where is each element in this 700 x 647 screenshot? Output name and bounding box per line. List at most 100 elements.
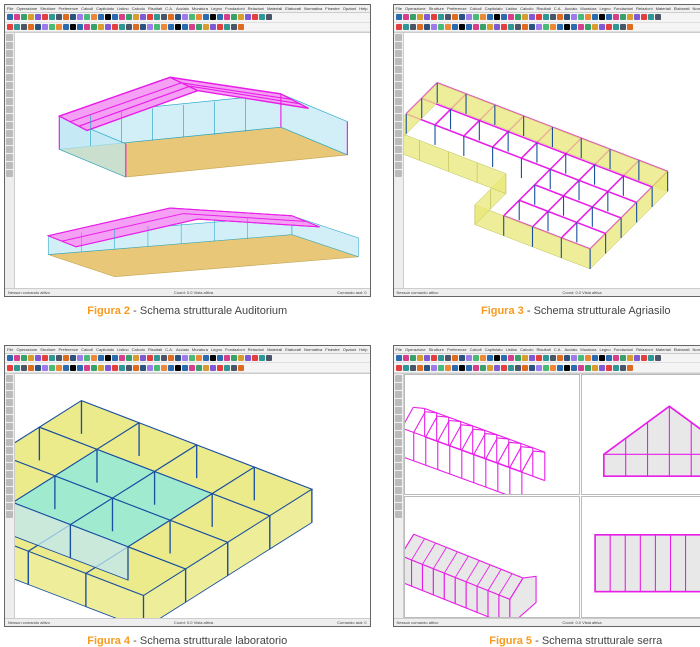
menu-item[interactable]: Muratura [580, 347, 596, 352]
toolbar-button[interactable] [466, 24, 472, 30]
toolbar-button[interactable] [494, 365, 500, 371]
toolbar-button[interactable] [487, 355, 493, 361]
toolbar-button[interactable] [189, 365, 195, 371]
menu-item[interactable]: Materiali [656, 6, 671, 11]
toolbar-button[interactable] [396, 355, 402, 361]
menu-item[interactable]: Strutture [40, 6, 55, 11]
menu-item[interactable]: File [7, 6, 13, 11]
menu-item[interactable]: C.A. [554, 347, 562, 352]
toolbar-button[interactable] [119, 14, 125, 20]
sidebar-tool[interactable] [395, 455, 402, 462]
menubar[interactable]: FileOperazioneStrutturePreferenzeCalcoli… [394, 5, 700, 13]
toolbar-button[interactable] [21, 14, 27, 20]
toolbar-button[interactable] [431, 14, 437, 20]
toolbar-button[interactable] [627, 24, 633, 30]
menu-item[interactable]: Calcolo [520, 6, 533, 11]
toolbar-button[interactable] [487, 14, 493, 20]
toolbar-button[interactable] [613, 355, 619, 361]
sidebar-tool[interactable] [395, 138, 402, 145]
menu-item[interactable]: Fondazioni [225, 347, 245, 352]
sidebar-tool[interactable] [395, 34, 402, 41]
toolbar-button[interactable] [217, 355, 223, 361]
menu-item[interactable]: Acciaio [565, 6, 578, 11]
menu-item[interactable]: Normativa [304, 347, 322, 352]
toolbar-button[interactable] [522, 355, 528, 361]
sidebar-tool[interactable] [6, 503, 13, 510]
toolbar-button[interactable] [627, 14, 633, 20]
toolbar-button[interactable] [217, 365, 223, 371]
menu-item[interactable]: Listino [117, 347, 129, 352]
toolbar-button[interactable] [154, 355, 160, 361]
toolbar-button[interactable] [543, 24, 549, 30]
toolbar-button[interactable] [403, 24, 409, 30]
toolbar-button[interactable] [487, 24, 493, 30]
toolbar-button[interactable] [599, 14, 605, 20]
menu-item[interactable]: Normativa [693, 6, 700, 11]
toolbar-button[interactable] [98, 24, 104, 30]
toolbar-button[interactable] [550, 14, 556, 20]
toolbar-button[interactable] [35, 355, 41, 361]
toolbar-button[interactable] [245, 14, 251, 20]
sidebar-tool[interactable] [6, 455, 13, 462]
menu-item[interactable]: Strutture [429, 347, 444, 352]
toolbar-button[interactable] [431, 24, 437, 30]
toolbar-button[interactable] [634, 355, 640, 361]
toolbar-button[interactable] [112, 365, 118, 371]
toolbar-button[interactable] [21, 24, 27, 30]
toolbar-button[interactable] [7, 355, 13, 361]
toolbar-button[interactable] [259, 355, 265, 361]
sidebar-tool[interactable] [6, 138, 13, 145]
menu-item[interactable]: Acciaio [176, 6, 189, 11]
toolbar-button[interactable] [238, 14, 244, 20]
sidebar-tool[interactable] [395, 415, 402, 422]
menu-item[interactable]: Help [359, 6, 367, 11]
viewport-side-elev[interactable] [581, 496, 700, 617]
toolbar-button[interactable] [627, 355, 633, 361]
sidebar-tool[interactable] [395, 82, 402, 89]
toolbar-button[interactable] [571, 365, 577, 371]
toolbar-button[interactable] [410, 24, 416, 30]
toolbar-button[interactable] [147, 24, 153, 30]
toolbar-button[interactable] [508, 14, 514, 20]
toolbar-button[interactable] [203, 355, 209, 361]
toolbar-button[interactable] [7, 14, 13, 20]
menu-item[interactable]: Elaborati [285, 347, 301, 352]
toolbar-button[interactable] [210, 24, 216, 30]
toolbar-button[interactable] [147, 365, 153, 371]
toolbar-button[interactable] [480, 24, 486, 30]
toolbar-button[interactable] [119, 24, 125, 30]
sidebar-tool[interactable] [6, 391, 13, 398]
toolbar-button[interactable] [119, 355, 125, 361]
toolbar-button[interactable] [56, 355, 62, 361]
canvas[interactable] [404, 33, 700, 288]
toolbar-button[interactable] [410, 14, 416, 20]
toolbar-button[interactable] [140, 24, 146, 30]
menu-item[interactable]: Relazioni [636, 6, 652, 11]
toolbar-button[interactable] [14, 14, 20, 20]
menu-item[interactable]: Opzioni [343, 6, 357, 11]
toolbar-button[interactable] [161, 365, 167, 371]
toolbar-button[interactable] [42, 365, 48, 371]
menu-item[interactable]: Muratura [192, 347, 208, 352]
menu-item[interactable]: Listino [117, 6, 129, 11]
toolbar-button[interactable] [466, 365, 472, 371]
toolbar-button[interactable] [417, 14, 423, 20]
sidebar-tool[interactable] [6, 98, 13, 105]
toolbar-button[interactable] [396, 365, 402, 371]
toolbar-button[interactable] [7, 24, 13, 30]
sidebar-tool[interactable] [6, 66, 13, 73]
toolbar-button[interactable] [480, 365, 486, 371]
toolbar-button[interactable] [14, 355, 20, 361]
sidebar-tool[interactable] [6, 399, 13, 406]
toolbar-button[interactable] [49, 355, 55, 361]
toolbar-button[interactable] [627, 365, 633, 371]
sidebar-tool[interactable] [6, 431, 13, 438]
toolbar-button[interactable] [564, 24, 570, 30]
toolbar-button[interactable] [203, 365, 209, 371]
menu-item[interactable]: Preferenze [58, 6, 78, 11]
toolbar-button[interactable] [550, 355, 556, 361]
toolbar-button[interactable] [508, 24, 514, 30]
toolbar-button[interactable] [459, 24, 465, 30]
toolbar-button[interactable] [557, 14, 563, 20]
menu-item[interactable]: Operazione [16, 347, 37, 352]
